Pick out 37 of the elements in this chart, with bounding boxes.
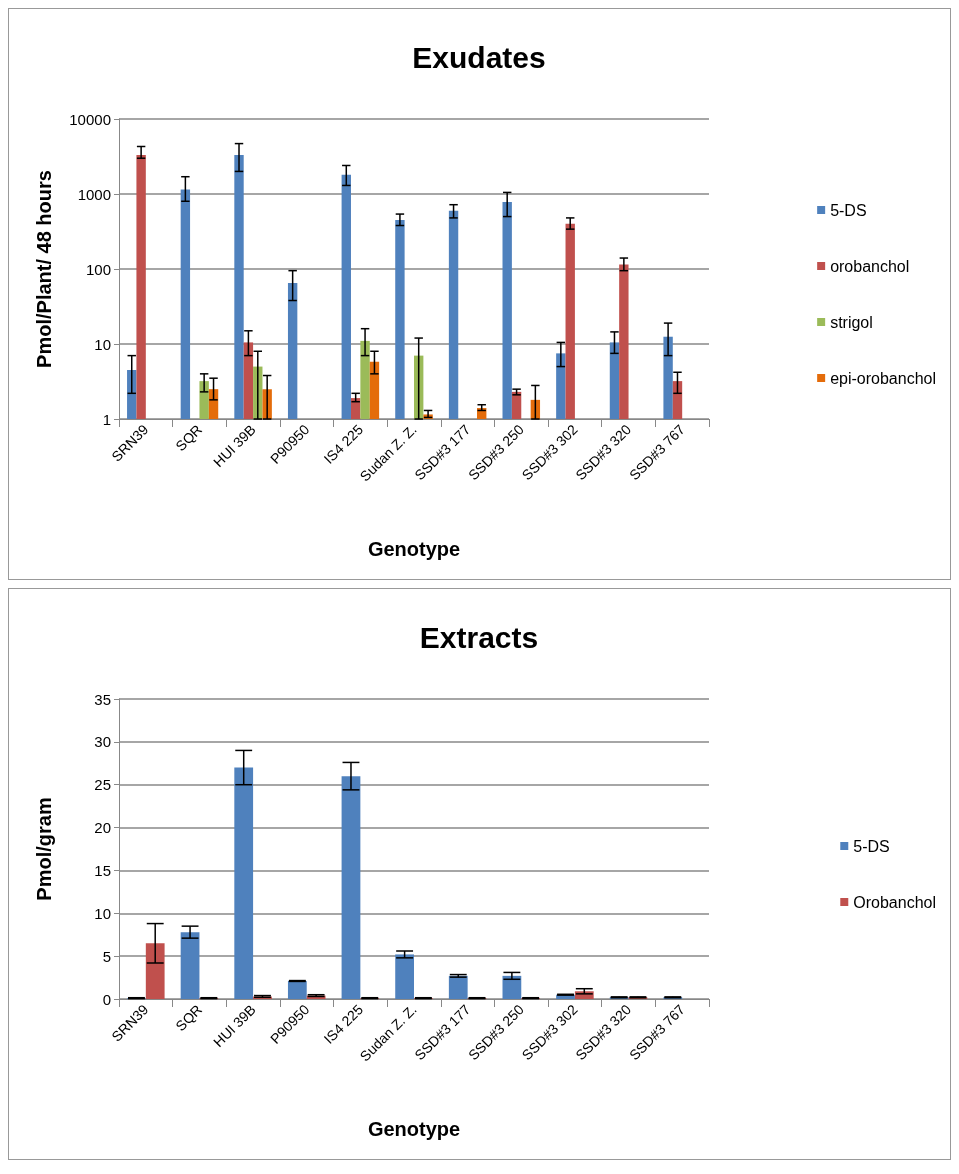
y-tick-label: 5 (102, 947, 111, 965)
x-tick-label: HUI 39B (210, 1001, 259, 1051)
y-tick-label: 1000 (77, 185, 111, 203)
bar (234, 767, 254, 999)
y-tick-label: 1 (102, 410, 111, 428)
legend-label: Orobanchol (853, 893, 936, 911)
y-tick-label: 30 (94, 733, 111, 751)
legend-label: orobanchol (830, 257, 910, 275)
bar (180, 932, 200, 999)
y-tick-label: 0 (102, 990, 111, 1008)
y-tick-label: 20 (94, 819, 111, 837)
bar (341, 776, 361, 999)
bar (395, 954, 414, 999)
y-tick-label: 25 (94, 776, 111, 794)
y-tick-label: 10 (94, 335, 111, 353)
legend-label: epi-orobanchol (830, 369, 937, 387)
bar (287, 981, 307, 999)
legend-label: 5-DS (830, 201, 867, 219)
y-tick-label: 100 (85, 260, 111, 278)
y-tick-label: 15 (94, 861, 111, 879)
chart-title: Extracts (419, 620, 539, 654)
x-tick-label: HUI 39B (210, 421, 259, 471)
x-axis-title: Genotype (367, 538, 461, 560)
y-tick-label: 35 (94, 690, 111, 708)
y-axis-title: Pmol/gram (33, 797, 55, 901)
y-axis-title: Pmol/Plant/ 48 hours (33, 170, 55, 368)
y-tick-label: 10 (94, 904, 111, 922)
y-tick-label: 10000 (69, 110, 111, 128)
chart-title: Exudates (412, 40, 546, 74)
x-tick-label: IS4 225 (320, 1001, 367, 1047)
bar (448, 975, 468, 999)
x-tick-label: IS4 225 (320, 421, 367, 467)
bar (145, 943, 165, 999)
bar (502, 975, 522, 999)
legend-label: 5-DS (853, 837, 890, 855)
x-axis-title: Genotype (367, 1118, 461, 1140)
legend-label: strigol (830, 313, 873, 331)
